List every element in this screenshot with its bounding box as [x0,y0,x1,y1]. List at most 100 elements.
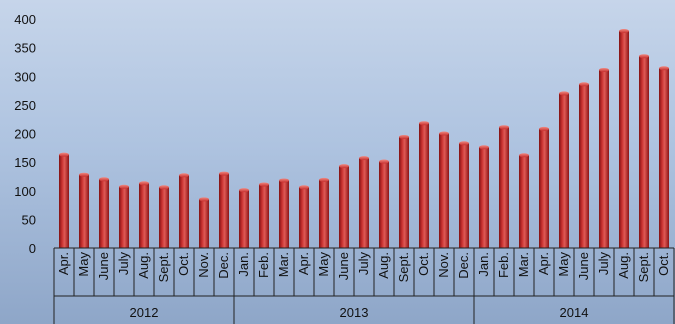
x-category-label: Aug. [136,252,151,279]
bar-cap [659,66,669,70]
y-tick-label: 0 [29,241,36,256]
bar [639,56,649,248]
bar [139,183,149,248]
x-category-label: Feb. [256,252,271,278]
x-axis: Apr. May June July Aug. Sept. Oct. Nov. Dec. Jan.… [54,248,674,324]
bar-cap [599,68,609,72]
bar [319,180,329,248]
x-category-label: Aug. [376,252,391,279]
bar [459,143,469,248]
bar [579,84,589,248]
bar [559,93,569,248]
bar [59,155,69,248]
bar-cap [419,121,429,125]
bar [119,187,129,248]
y-axis: 0 50 100 150 200 250 300 350 400 [14,12,36,256]
bar-cap [119,185,129,189]
y-tick-label: 250 [14,98,36,113]
x-category-label: June [336,252,351,280]
bar-cap [319,178,329,182]
x-category-label: Jan. [476,252,491,277]
bar [539,129,549,248]
bar [99,179,109,248]
year-group-label: 2014 [560,305,589,320]
bar [179,175,189,248]
x-category-label: May [556,252,571,277]
x-category-label: Oct. [176,252,191,276]
bar [519,155,529,248]
bar [599,70,609,248]
x-category-label: Sept. [396,252,411,282]
y-tick-label: 400 [14,12,36,27]
x-category-label: June [96,252,111,280]
y-tick-label: 100 [14,184,36,199]
x-category-label: Oct. [656,252,671,276]
bar [399,137,409,248]
bar [79,175,89,248]
bars [59,29,669,248]
x-category-label: Dec. [216,252,231,279]
bar [279,180,289,248]
bar-cap [499,125,509,129]
year-group-label: 2013 [340,305,369,320]
bar-cap [479,145,489,149]
bar [619,31,629,248]
bar-cap [79,173,89,177]
x-category-label: May [316,252,331,277]
bar-cap [359,156,369,160]
bar-cap [139,181,149,185]
x-category-label: Apr. [536,252,551,275]
bar-cap [559,91,569,95]
x-category-label: Jan. [236,252,251,277]
x-category-label: July [116,252,131,276]
y-tick-label: 350 [14,41,36,56]
bar-cap [239,188,249,192]
bar [659,68,669,248]
bar-cap [199,197,209,201]
x-category-label: Nov. [196,252,211,278]
y-tick-label: 300 [14,69,36,84]
bar-cap [439,132,449,136]
x-category-label: Apr. [296,252,311,275]
bar-cap [379,160,389,164]
bar-cap [179,173,189,177]
bar-cap [519,153,529,157]
x-category-label: May [76,252,91,277]
x-category-label: Mar. [516,252,531,277]
x-category-label: Sept. [636,252,651,282]
bar [439,134,449,249]
bar-cap [459,141,469,145]
bar-cap [219,172,229,176]
bar [499,127,509,248]
bar [379,162,389,248]
bar [239,190,249,248]
bar [199,199,209,248]
y-tick-label: 50 [22,212,36,227]
y-tick-label: 200 [14,127,36,142]
bar-cap [639,54,649,58]
bar-cap [619,29,629,33]
x-category-label: Feb. [496,252,511,278]
x-category-label: Dec. [456,252,471,279]
bar-cap [539,127,549,131]
bar-cap [339,164,349,168]
bar [219,174,229,248]
x-category-label: Sept. [156,252,171,282]
bar-cap [259,182,269,186]
x-category-label: July [596,252,611,276]
bar-cap [59,153,69,157]
x-category-label: Aug. [616,252,631,279]
bar [159,187,169,248]
bar-cap [579,82,589,86]
bar-cap [399,135,409,139]
bar [479,147,489,248]
x-category-label: Nov. [436,252,451,278]
x-category-label: Oct. [416,252,431,276]
bar-cap [159,185,169,189]
bar [419,123,429,248]
x-category-label: July [356,252,371,276]
bar [339,166,349,248]
bar-cap [99,177,109,181]
